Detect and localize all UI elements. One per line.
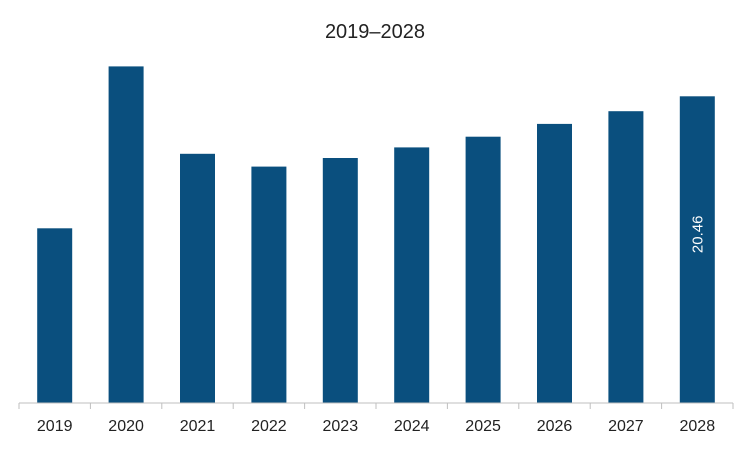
x-axis: 2019 2020 2021 2022 2023 2024 2025 2026 2027 2028	[18, 402, 734, 435]
x-tick-label-2028: 2028	[680, 418, 716, 435]
bar-2027	[608, 111, 644, 403]
bar-2020	[108, 66, 144, 404]
x-tick-label-2020: 2020	[108, 418, 144, 435]
bar-2021	[180, 153, 215, 403]
x-tick-label-2022: 2022	[251, 418, 287, 435]
x-tick-label-2021: 2021	[180, 418, 216, 435]
x-tick-label-2023: 2023	[323, 418, 359, 435]
bar-2022	[251, 166, 287, 403]
x-tick-label-2025: 2025	[465, 418, 501, 435]
bar-2019	[37, 228, 73, 403]
bars-group: 20.46	[37, 66, 715, 404]
x-tick-label-2024: 2024	[394, 418, 430, 435]
bar-2023	[322, 158, 358, 403]
chart-title: 2019–2028	[325, 21, 425, 43]
bar-2026	[537, 123, 572, 404]
bar-2025	[465, 136, 501, 403]
data-label-2028: 20.46	[689, 216, 706, 254]
x-tick-label-2027: 2027	[608, 418, 644, 435]
x-tick-label-2019: 2019	[37, 418, 73, 435]
bar-2028	[679, 96, 715, 404]
bar-2024	[394, 147, 430, 403]
x-tick-label-2026: 2026	[537, 418, 573, 435]
